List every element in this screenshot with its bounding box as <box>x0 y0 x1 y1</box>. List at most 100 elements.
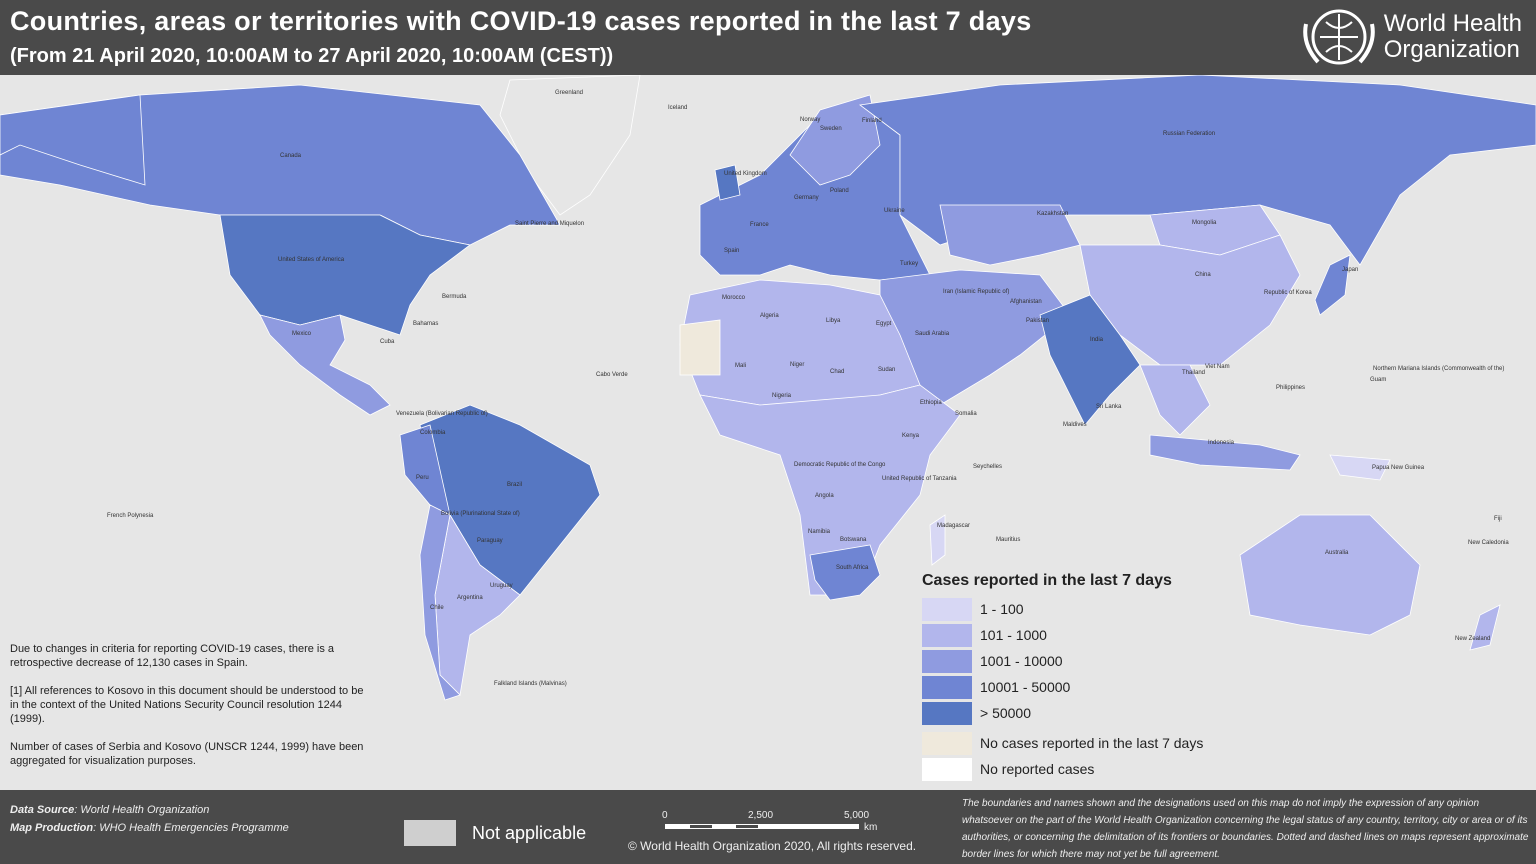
logo-text: World Health <box>1383 10 1522 37</box>
map-label: Uruguay <box>490 583 513 589</box>
world-map: Greenland Iceland Canada United States o… <box>0 74 1536 790</box>
legend-label: 101 - 1000 <box>980 627 1047 643</box>
map-label: Fiji <box>1494 516 1502 522</box>
map-label: Algeria <box>760 313 779 319</box>
logo-text: Organization <box>1383 36 1520 63</box>
scale-tick: 2,500 <box>748 810 774 821</box>
region-chile <box>419 504 461 701</box>
map-label: Canada <box>280 153 302 159</box>
data-source-label: Data Source <box>10 804 75 816</box>
region-uk <box>714 164 741 201</box>
map-label: Mauritius <box>996 537 1021 543</box>
map-label: Morocco <box>722 295 746 301</box>
region-madagascar <box>929 514 946 566</box>
map-label: China <box>1195 272 1211 278</box>
notes: Due to changes in criteria for reporting… <box>10 642 370 782</box>
map-label: South Africa <box>836 565 869 571</box>
region-south-africa <box>809 544 881 601</box>
map-label: Pakistan <box>1026 318 1050 324</box>
note-spain: Due to changes in criteria for reporting… <box>10 643 335 669</box>
legend-label: 1 - 100 <box>980 601 1024 617</box>
map-label: United States of America <box>278 257 345 263</box>
region-kazakhstan <box>939 204 1081 266</box>
map-label: Ethiopia <box>920 400 942 406</box>
data-source: Data Source: World Health Organization <box>10 804 210 816</box>
page-subtitle: (From 21 April 2020, 10:00AM to 27 April… <box>10 45 614 67</box>
region-scandinavia <box>789 94 881 186</box>
map-production-label: Map Production <box>10 822 94 834</box>
map-label: Sri Lanka <box>1096 404 1122 410</box>
map-label: Namibia <box>808 529 831 535</box>
map-label: Viet Nam <box>1205 364 1230 370</box>
map-label: Botswana <box>840 537 867 543</box>
map-label: Venezuela (Bolivarian Republic of) <box>396 411 488 417</box>
map-label: Brazil <box>507 482 523 488</box>
map-label: Chad <box>830 369 845 375</box>
legend-item: 101 - 1000 <box>922 622 1203 648</box>
region-greenland <box>499 74 641 216</box>
scale-tick: 5,000 <box>844 810 870 821</box>
legend: Cases reported in the last 7 days 1 - 10… <box>922 572 1203 782</box>
map-label: French Polynesia <box>107 513 154 519</box>
note-kosovo: [1] All references to Kosovo in this doc… <box>10 685 364 725</box>
region-usa <box>219 214 471 336</box>
map-label: Kazakhstan <box>1037 211 1069 217</box>
legend-item: No cases reported in the last 7 days <box>922 730 1203 756</box>
legend-swatch <box>922 649 972 673</box>
disclaimer: The boundaries and names shown and the d… <box>962 798 1529 860</box>
legend-swatch <box>922 701 972 725</box>
map-label: Paraguay <box>477 538 503 544</box>
map-label: Angola <box>815 493 834 499</box>
map-label: Mongolia <box>1192 220 1217 226</box>
note-serbia-kosovo: Number of cases of Serbia and Kosovo (UN… <box>10 741 364 767</box>
map-label: Egypt <box>876 321 892 327</box>
map-label: Ukraine <box>884 208 905 214</box>
map-label: Philippines <box>1276 385 1306 391</box>
legend-swatch <box>922 597 972 621</box>
map-label: Cuba <box>380 339 395 345</box>
map-label: Guam <box>1370 377 1387 383</box>
map-label: Bermuda <box>442 294 467 300</box>
map-label: New Caledonia <box>1468 540 1509 546</box>
map-label: Cabo Verde <box>596 372 628 378</box>
legend-item: 10001 - 50000 <box>922 674 1203 700</box>
legend-item: No reported cases <box>922 756 1203 782</box>
legend-label: No cases reported in the last 7 days <box>980 735 1204 751</box>
header: Countries, areas or territories with COV… <box>0 0 1536 75</box>
region-mexico <box>259 314 391 416</box>
map-label: Libya <box>826 318 841 324</box>
map-label: Argentina <box>457 595 483 601</box>
map-label: Finland <box>862 118 882 124</box>
map-label: Somalia <box>955 411 977 417</box>
map-label: Thailand <box>1182 370 1206 376</box>
map-label: Sweden <box>820 126 842 132</box>
legend-item: > 50000 <box>922 700 1203 726</box>
region-alaska <box>0 94 146 186</box>
map-label: Democratic Republic of the Congo <box>794 462 886 468</box>
map-label: Republic of Korea <box>1264 290 1312 296</box>
data-source-value: World Health Organization <box>80 804 210 816</box>
map-label: Spain <box>724 248 740 254</box>
legend-label: 10001 - 50000 <box>980 679 1071 695</box>
scale-tick: 0 <box>662 810 668 821</box>
map-label: Mexico <box>292 331 312 337</box>
map-label: Saudi Arabia <box>915 331 950 337</box>
map-label: Russian Federation <box>1163 131 1216 137</box>
map-label: Chile <box>430 605 444 611</box>
map-label: Kenya <box>902 433 920 439</box>
legend-swatch <box>922 623 972 647</box>
map-label: Australia <box>1325 550 1349 556</box>
legend-item: 1 - 100 <box>922 596 1203 622</box>
map-label: Northern Mariana Islands (Commonwealth o… <box>1373 366 1505 372</box>
map-label: Iran (Islamic Republic of) <box>943 289 1010 295</box>
map-label: Turkey <box>900 261 919 267</box>
map-production-value: WHO Health Emergencies Programme <box>99 822 289 834</box>
who-emblem-icon <box>1302 9 1375 65</box>
map-label: Norway <box>800 117 821 123</box>
region-india <box>1039 294 1141 426</box>
region-japan <box>1314 254 1351 316</box>
legend-label: No reported cases <box>980 761 1095 777</box>
scale-unit: km <box>864 822 878 833</box>
not-applicable-label: Not applicable <box>472 823 587 843</box>
map-label: Indonesia <box>1208 440 1235 446</box>
